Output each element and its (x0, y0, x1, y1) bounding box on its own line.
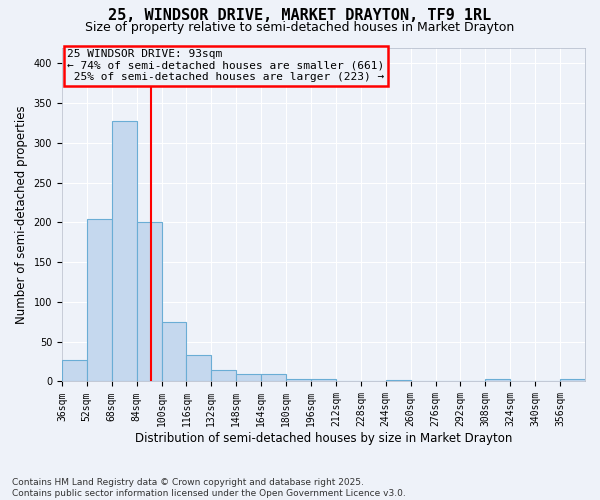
X-axis label: Distribution of semi-detached houses by size in Market Drayton: Distribution of semi-detached houses by … (135, 432, 512, 445)
Bar (286, 379, 311, 382)
Bar (62, 360, 87, 382)
Bar (410, 380, 436, 382)
Bar (211, 370, 236, 382)
Text: 25, WINDSOR DRIVE, MARKET DRAYTON, TF9 1RL: 25, WINDSOR DRIVE, MARKET DRAYTON, TF9 1… (109, 8, 491, 22)
Bar (137, 222, 161, 382)
Bar (161, 322, 187, 382)
Text: Size of property relative to semi-detached houses in Market Drayton: Size of property relative to semi-detach… (85, 21, 515, 34)
Bar (560, 379, 585, 382)
Bar (236, 374, 261, 382)
Bar (386, 380, 410, 382)
Y-axis label: Number of semi-detached properties: Number of semi-detached properties (15, 105, 28, 324)
Bar (485, 379, 510, 382)
Bar (112, 120, 137, 382)
Bar (336, 380, 361, 382)
Bar (261, 374, 286, 382)
Bar (361, 380, 386, 382)
Text: 25 WINDSOR DRIVE: 93sqm
← 74% of semi-detached houses are smaller (661)
 25% of : 25 WINDSOR DRIVE: 93sqm ← 74% of semi-de… (67, 49, 385, 82)
Bar (311, 379, 336, 382)
Bar (187, 355, 211, 382)
Text: Contains HM Land Registry data © Crown copyright and database right 2025.
Contai: Contains HM Land Registry data © Crown c… (12, 478, 406, 498)
Bar (87, 220, 112, 382)
